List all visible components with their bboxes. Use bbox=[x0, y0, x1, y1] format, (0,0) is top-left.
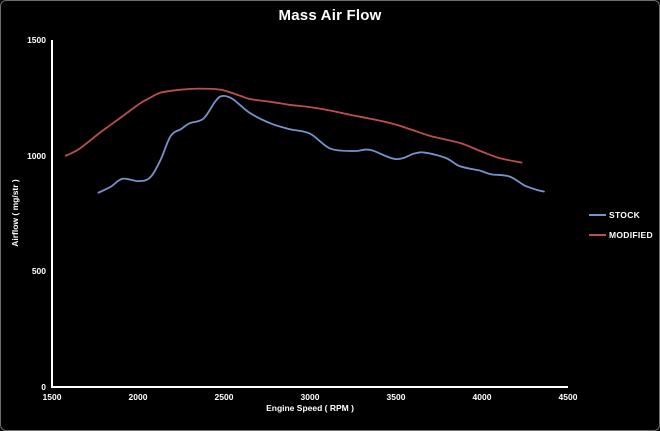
x-tick-label: 4500 bbox=[558, 392, 578, 402]
legend-entry: STOCK bbox=[589, 210, 653, 220]
legend-swatch-line bbox=[589, 214, 606, 216]
legend: STOCK MODIFIED bbox=[589, 210, 653, 240]
legend-swatch-line bbox=[589, 234, 606, 236]
y-tick-label: 500 bbox=[31, 266, 46, 277]
axis-lines bbox=[51, 40, 568, 388]
x-tick-label: 3500 bbox=[386, 392, 406, 402]
y-axis-title: Airflow ( mg/str ) bbox=[10, 179, 20, 247]
series-line-modified bbox=[64, 87, 523, 164]
x-tick-label: 3000 bbox=[300, 392, 320, 402]
legend-label: STOCK bbox=[609, 210, 641, 220]
x-tick-label: 2500 bbox=[214, 392, 234, 402]
chart-title: Mass Air Flow bbox=[278, 7, 382, 24]
y-tick-label: 0 bbox=[41, 382, 46, 392]
series-line-stock bbox=[97, 94, 545, 194]
legend-label: MODIFIED bbox=[609, 230, 653, 240]
x-axis-title: Engine Speed ( RPM ) bbox=[266, 403, 354, 413]
y-tick-label: 1000 bbox=[27, 150, 46, 161]
x-tick-label: 2000 bbox=[128, 392, 148, 402]
x-tick-label: 4000 bbox=[472, 392, 492, 402]
x-tick-label: 1500 bbox=[42, 392, 62, 402]
legend-entry: MODIFIED bbox=[589, 230, 653, 240]
y-tick-label: 1500 bbox=[27, 35, 46, 45]
